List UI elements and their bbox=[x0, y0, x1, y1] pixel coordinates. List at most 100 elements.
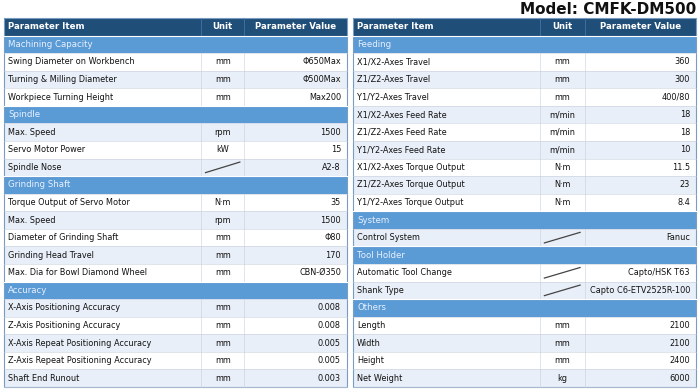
Text: A2-8: A2-8 bbox=[323, 163, 341, 172]
Bar bbox=[353, 176, 696, 194]
Text: Length: Length bbox=[357, 321, 386, 330]
Text: Model: CMFK-DM500: Model: CMFK-DM500 bbox=[519, 2, 696, 17]
Text: 360: 360 bbox=[675, 58, 690, 67]
Bar bbox=[4, 35, 347, 53]
Text: kg: kg bbox=[557, 374, 567, 383]
Text: mm: mm bbox=[215, 374, 230, 383]
Text: mm: mm bbox=[554, 321, 570, 330]
Bar bbox=[4, 123, 347, 141]
Text: X1/X2-Axes Torque Output: X1/X2-Axes Torque Output bbox=[357, 163, 465, 172]
Text: mm: mm bbox=[215, 356, 230, 365]
Text: mm: mm bbox=[215, 233, 230, 242]
Text: System: System bbox=[357, 216, 389, 224]
Bar bbox=[353, 71, 696, 88]
Text: Spindle: Spindle bbox=[8, 110, 40, 119]
Text: 2100: 2100 bbox=[669, 338, 690, 347]
Bar bbox=[353, 18, 696, 387]
Text: X-Axis Repeat Positioning Accuracy: X-Axis Repeat Positioning Accuracy bbox=[8, 338, 151, 347]
Text: m/min: m/min bbox=[550, 110, 575, 119]
Text: rpm: rpm bbox=[214, 128, 231, 137]
Text: Φ80: Φ80 bbox=[324, 233, 341, 242]
Bar bbox=[353, 123, 696, 141]
Text: Tool Holder: Tool Holder bbox=[357, 251, 405, 260]
Text: Max. Speed: Max. Speed bbox=[8, 216, 55, 224]
Text: Servo Motor Power: Servo Motor Power bbox=[8, 145, 85, 154]
Text: rpm: rpm bbox=[214, 216, 231, 224]
Text: Parameter Value: Parameter Value bbox=[600, 22, 681, 31]
Bar bbox=[4, 317, 347, 334]
Text: 0.005: 0.005 bbox=[318, 338, 341, 347]
Bar bbox=[4, 88, 347, 106]
Text: Z1/Z2-Axes Travel: Z1/Z2-Axes Travel bbox=[357, 75, 430, 84]
Bar bbox=[353, 106, 696, 123]
Text: CBN-Ø350: CBN-Ø350 bbox=[299, 268, 341, 277]
Text: 18: 18 bbox=[680, 128, 690, 137]
Text: mm: mm bbox=[554, 93, 570, 102]
Text: N·m: N·m bbox=[554, 163, 570, 172]
Bar bbox=[4, 53, 347, 71]
Text: Turning & Milling Diameter: Turning & Milling Diameter bbox=[8, 75, 117, 84]
Text: mm: mm bbox=[215, 321, 230, 330]
Bar bbox=[353, 246, 696, 264]
Bar bbox=[353, 18, 696, 35]
Text: Feeding: Feeding bbox=[357, 40, 391, 49]
Bar bbox=[4, 18, 347, 35]
Text: 15: 15 bbox=[330, 145, 341, 154]
Text: 170: 170 bbox=[326, 251, 341, 260]
Text: Swing Diameter on Workbench: Swing Diameter on Workbench bbox=[8, 58, 134, 67]
Text: 6000: 6000 bbox=[669, 374, 690, 383]
Text: 23: 23 bbox=[680, 180, 690, 189]
Bar bbox=[353, 317, 696, 334]
Bar bbox=[4, 194, 347, 211]
Text: Φ500Max: Φ500Max bbox=[302, 75, 341, 84]
Text: N·m: N·m bbox=[214, 198, 231, 207]
Text: Φ650Max: Φ650Max bbox=[302, 58, 341, 67]
Bar bbox=[4, 229, 347, 246]
Text: N·m: N·m bbox=[554, 180, 570, 189]
Text: mm: mm bbox=[215, 75, 230, 84]
Text: X-Axis Positioning Accuracy: X-Axis Positioning Accuracy bbox=[8, 303, 120, 312]
Bar bbox=[353, 334, 696, 352]
Text: Diameter of Grinding Shaft: Diameter of Grinding Shaft bbox=[8, 233, 118, 242]
Text: 11.5: 11.5 bbox=[672, 163, 690, 172]
Text: N·m: N·m bbox=[554, 198, 570, 207]
Text: mm: mm bbox=[554, 75, 570, 84]
Text: mm: mm bbox=[215, 58, 230, 67]
Text: mm: mm bbox=[215, 251, 230, 260]
Text: Unit: Unit bbox=[213, 22, 233, 31]
Text: 10: 10 bbox=[680, 145, 690, 154]
Text: 0.005: 0.005 bbox=[318, 356, 341, 365]
Text: Width: Width bbox=[357, 338, 381, 347]
Bar bbox=[353, 282, 696, 299]
Bar bbox=[4, 299, 347, 317]
Text: Others: Others bbox=[357, 303, 386, 312]
Bar bbox=[4, 282, 347, 299]
Text: mm: mm bbox=[554, 338, 570, 347]
Text: 400/80: 400/80 bbox=[662, 93, 690, 102]
Text: Workpiece Turning Height: Workpiece Turning Height bbox=[8, 93, 113, 102]
Bar bbox=[353, 141, 696, 159]
Text: mm: mm bbox=[554, 58, 570, 67]
Text: 18: 18 bbox=[680, 110, 690, 119]
Bar bbox=[353, 194, 696, 211]
Text: Net Weight: Net Weight bbox=[357, 374, 402, 383]
Bar bbox=[4, 106, 347, 123]
Text: Y1/Y2-Axes Torque Output: Y1/Y2-Axes Torque Output bbox=[357, 198, 463, 207]
Text: Y1/Y2-Axes Feed Rate: Y1/Y2-Axes Feed Rate bbox=[357, 145, 445, 154]
Text: Max. Dia for Bowl Diamond Wheel: Max. Dia for Bowl Diamond Wheel bbox=[8, 268, 147, 277]
Text: 300: 300 bbox=[675, 75, 690, 84]
Text: 2100: 2100 bbox=[669, 321, 690, 330]
Bar bbox=[353, 53, 696, 71]
Text: Max. Speed: Max. Speed bbox=[8, 128, 55, 137]
Bar bbox=[353, 370, 696, 387]
Text: 1500: 1500 bbox=[321, 128, 341, 137]
Text: Parameter Item: Parameter Item bbox=[8, 22, 85, 31]
Text: m/min: m/min bbox=[550, 145, 575, 154]
Bar bbox=[4, 176, 347, 194]
Text: Z-Axis Positioning Accuracy: Z-Axis Positioning Accuracy bbox=[8, 321, 120, 330]
Text: Shaft End Runout: Shaft End Runout bbox=[8, 374, 79, 383]
Bar bbox=[353, 88, 696, 106]
Text: Height: Height bbox=[357, 356, 384, 365]
Bar bbox=[4, 352, 347, 370]
Text: Grinding Shaft: Grinding Shaft bbox=[8, 180, 71, 189]
